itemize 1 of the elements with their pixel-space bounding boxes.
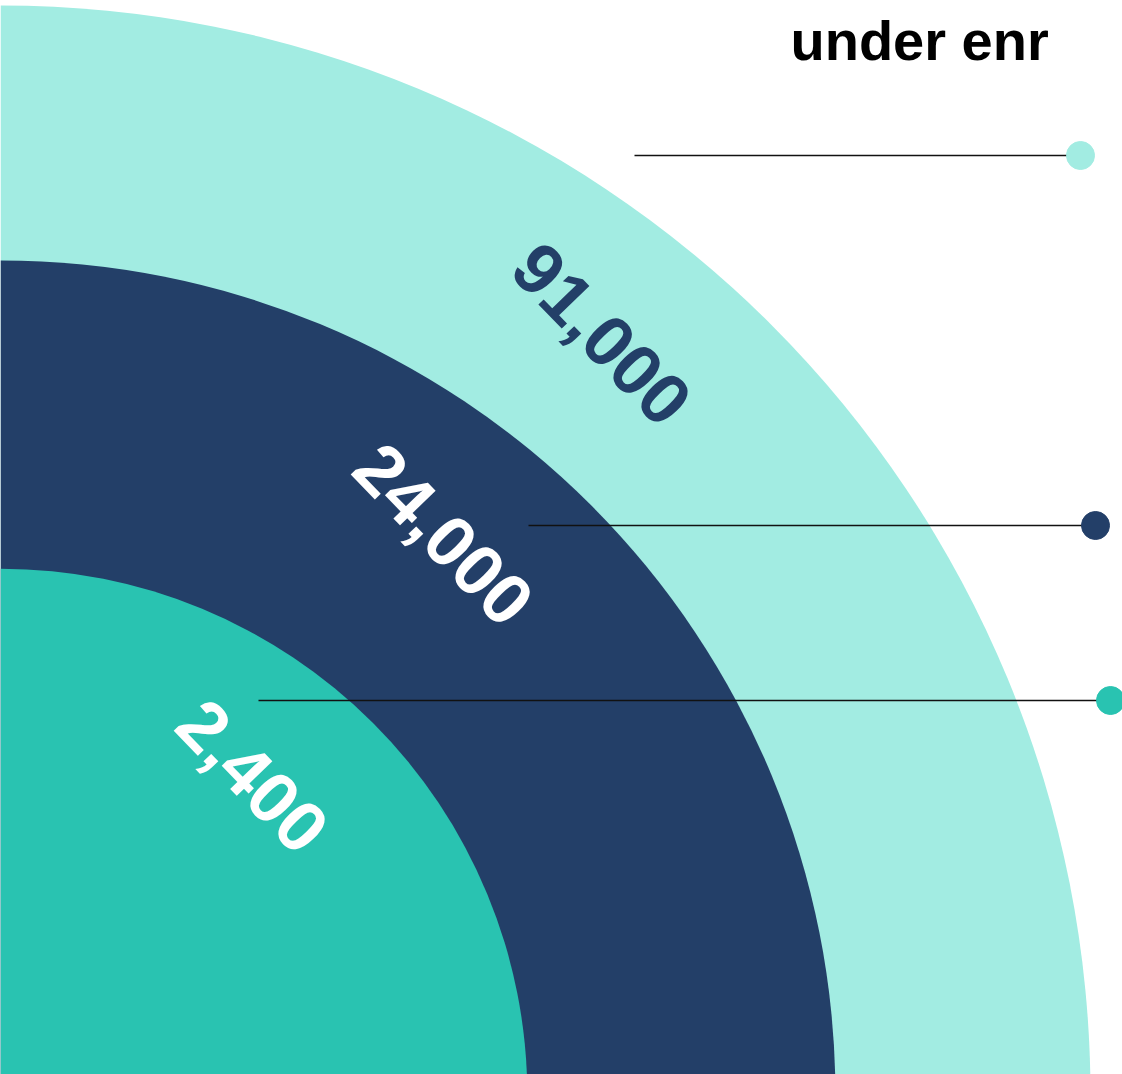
text: under enr	[790, 8, 1049, 72]
